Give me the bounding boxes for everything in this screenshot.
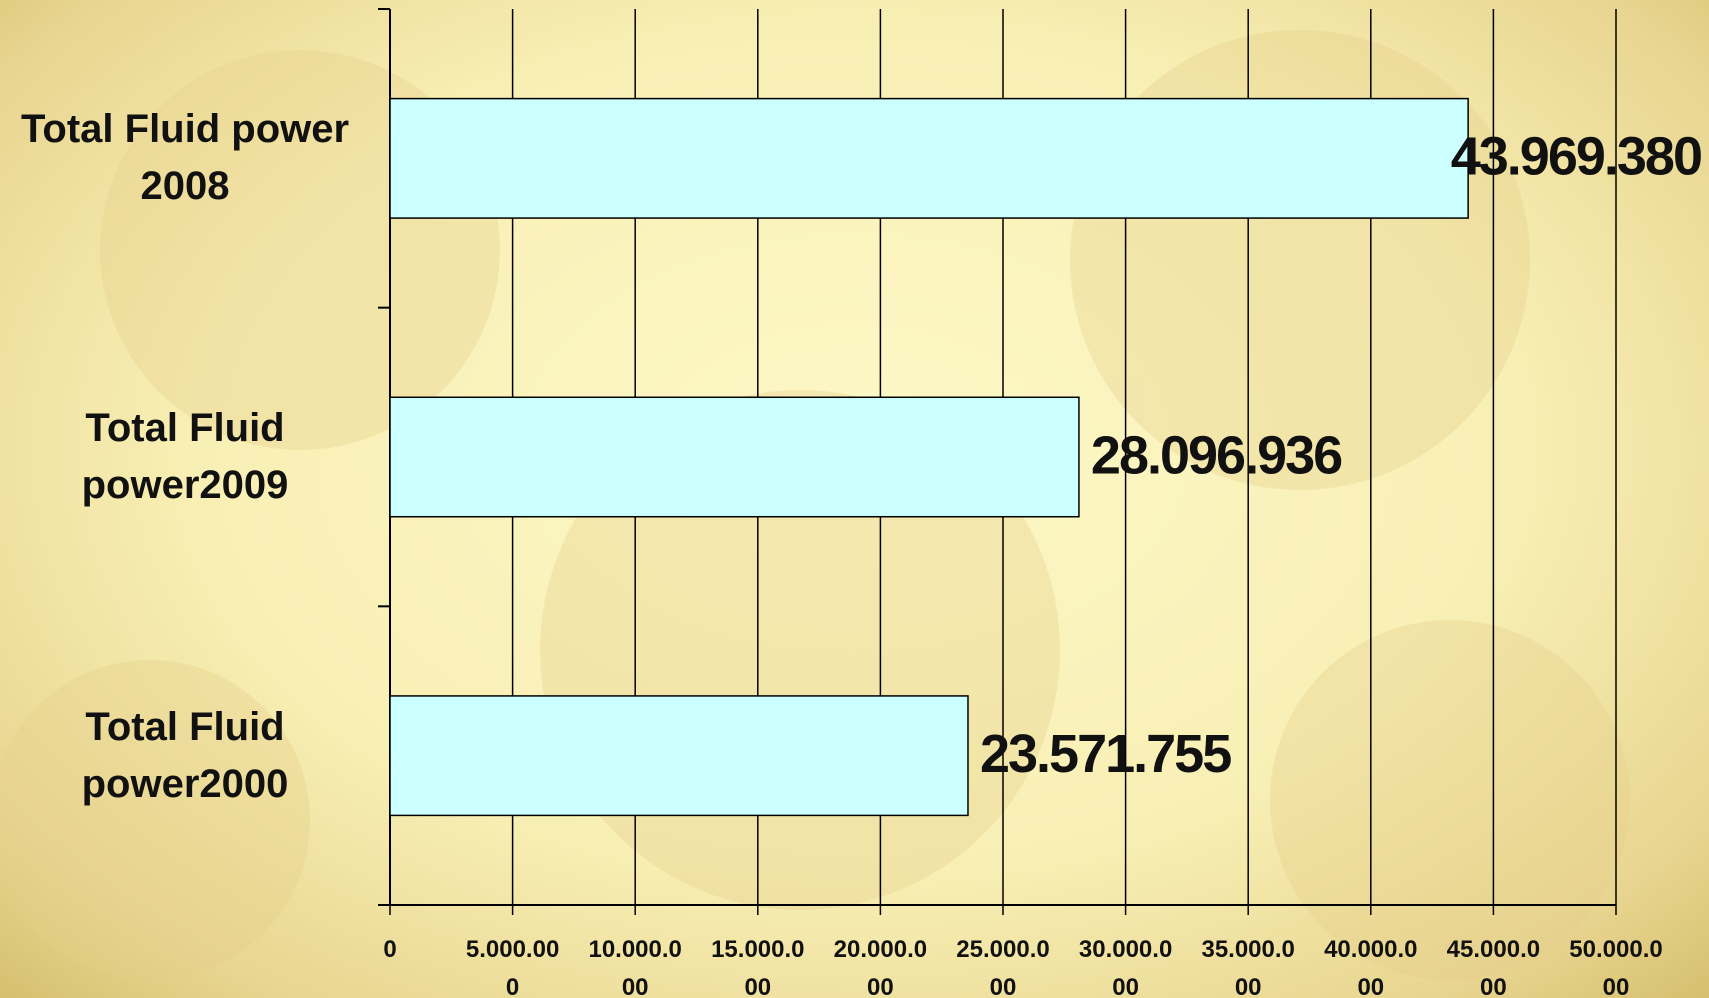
x-tick-label: 45.000.000 <box>1446 936 1541 998</box>
x-tick-label: 0 <box>383 936 397 963</box>
x-tick-label: 30.000.000 <box>1078 936 1173 998</box>
bar <box>389 97 1469 219</box>
value-label: 43.969.380 <box>1451 127 1701 187</box>
x-tick-label: 20.000.000 <box>833 936 928 998</box>
x-tick-label: 10.000.000 <box>588 936 682 998</box>
x-tick-label: 25.000.000 <box>956 936 1050 998</box>
bar <box>389 695 969 817</box>
value-label: 28.096.936 <box>1091 425 1342 485</box>
x-tick-label: 5.000.000 <box>465 936 560 998</box>
x-tick-label: 50.000.000 <box>1569 936 1663 998</box>
value-label: 23.571.755 <box>980 724 1231 784</box>
bar <box>389 396 1080 518</box>
x-tick-label: 40.000.000 <box>1324 936 1418 998</box>
x-tick-label: 35.000.000 <box>1201 936 1295 998</box>
y-tick-label: Total Fluid power2009 <box>81 406 289 507</box>
x-tick-label: 15.000.000 <box>711 936 805 998</box>
y-tick-label: Total Fluid power2000 <box>81 704 289 806</box>
y-tick-label: Total Fluid power 2008 <box>20 107 350 209</box>
